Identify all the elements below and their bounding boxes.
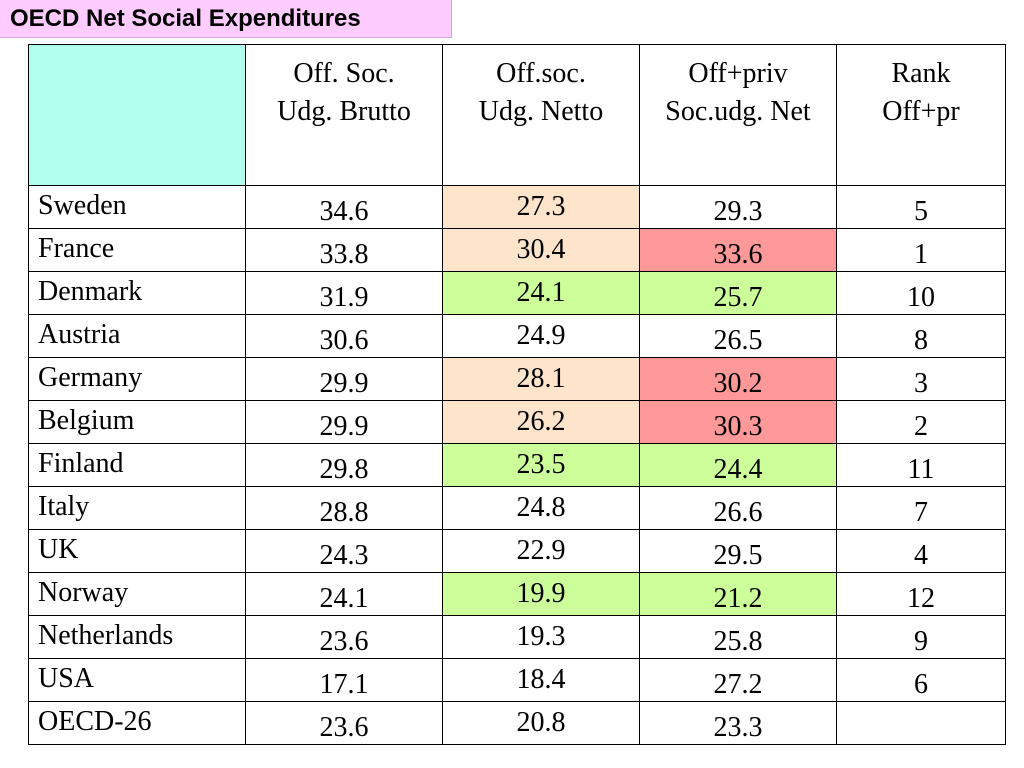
gross-expenditure-cell: 30.6 [245, 314, 443, 358]
net-total-expenditure-cell: 21.2 [639, 572, 837, 616]
table-row: Belgium 29.9 26.2 30.3 2 [28, 400, 1006, 444]
header-line: Off+priv [688, 58, 788, 89]
net-public-expenditure-cell: 19.3 [442, 615, 640, 659]
rank-cell: 3 [836, 357, 1006, 401]
net-total-expenditure-cell: 26.6 [639, 486, 837, 530]
country-cell: Norway [28, 572, 246, 616]
net-public-expenditure-cell: 20.8 [442, 701, 640, 745]
header-line: Off+pr [882, 95, 960, 127]
net-total-expenditure-cell: 29.5 [639, 529, 837, 573]
rank-cell [836, 701, 1006, 745]
gross-expenditure-cell: 28.8 [245, 486, 443, 530]
header-cell-v2: Off.soc. Udg. Netto [442, 44, 640, 186]
table-row: Italy 28.8 24.8 26.6 7 [28, 486, 1006, 530]
net-public-expenditure-cell: 27.3 [442, 185, 640, 229]
net-public-expenditure-cell: 30.4 [442, 228, 640, 272]
gross-expenditure-cell: 34.6 [245, 185, 443, 229]
gross-expenditure-cell: 31.9 [245, 271, 443, 315]
gross-expenditure-cell: 23.6 [245, 615, 443, 659]
net-public-expenditure-cell: 24.8 [442, 486, 640, 530]
rank-cell: 8 [836, 314, 1006, 358]
header-cell-v1: Off. Soc. Udg. Brutto [245, 44, 443, 186]
table-row: UK 24.3 22.9 29.5 4 [28, 529, 1006, 573]
country-cell: Denmark [28, 271, 246, 315]
gross-expenditure-cell: 33.8 [245, 228, 443, 272]
table-body: Off. Soc. Udg. Brutto Off.soc. Udg. Nett… [28, 44, 1006, 745]
net-total-expenditure-cell: 27.2 [639, 658, 837, 702]
rank-cell: 9 [836, 615, 1006, 659]
table-row: Norway 24.1 19.9 21.2 12 [28, 572, 1006, 616]
country-cell: Netherlands [28, 615, 246, 659]
rank-cell: 2 [836, 400, 1006, 444]
table-row: Germany 29.9 28.1 30.2 3 [28, 357, 1006, 401]
page-title: OECD Net Social Expenditures [10, 5, 361, 32]
net-total-expenditure-cell: 33.6 [639, 228, 837, 272]
country-cell: Austria [28, 314, 246, 358]
country-cell: USA [28, 658, 246, 702]
header-line: Rank [891, 58, 951, 89]
net-public-expenditure-cell: 23.5 [442, 443, 640, 487]
country-cell: Finland [28, 443, 246, 487]
gross-expenditure-cell: 17.1 [245, 658, 443, 702]
net-total-expenditure-cell: 30.2 [639, 357, 837, 401]
net-total-expenditure-cell: 29.3 [639, 185, 837, 229]
table-row: Finland 29.8 23.5 24.4 11 [28, 443, 1006, 487]
header-line: Off.soc. [496, 58, 586, 89]
rank-cell: 12 [836, 572, 1006, 616]
net-public-expenditure-cell: 24.1 [442, 271, 640, 315]
expenditure-table: Off. Soc. Udg. Brutto Off.soc. Udg. Nett… [28, 44, 1006, 745]
rank-cell: 10 [836, 271, 1006, 315]
gross-expenditure-cell: 24.3 [245, 529, 443, 573]
rank-cell: 11 [836, 443, 1006, 487]
net-total-expenditure-cell: 25.8 [639, 615, 837, 659]
table-row: Denmark 31.9 24.1 25.7 10 [28, 271, 1006, 315]
net-total-expenditure-cell: 25.7 [639, 271, 837, 315]
gross-expenditure-cell: 23.6 [245, 701, 443, 745]
header-line: Udg. Netto [478, 95, 604, 127]
table-row: France 33.8 30.4 33.6 1 [28, 228, 1006, 272]
table-row: Austria 30.6 24.9 26.5 8 [28, 314, 1006, 358]
net-total-expenditure-cell: 26.5 [639, 314, 837, 358]
country-cell: Sweden [28, 185, 246, 229]
net-total-expenditure-cell: 30.3 [639, 400, 837, 444]
header-line: Off. Soc. [293, 58, 395, 89]
rank-cell: 7 [836, 486, 1006, 530]
net-public-expenditure-cell: 26.2 [442, 400, 640, 444]
net-public-expenditure-cell: 18.4 [442, 658, 640, 702]
net-total-expenditure-cell: 23.3 [639, 701, 837, 745]
rank-cell: 5 [836, 185, 1006, 229]
country-cell: Belgium [28, 400, 246, 444]
rank-cell: 4 [836, 529, 1006, 573]
header-cell-v3: Off+priv Soc.udg. Net [639, 44, 837, 186]
rank-cell: 6 [836, 658, 1006, 702]
gross-expenditure-cell: 24.1 [245, 572, 443, 616]
rank-cell: 1 [836, 228, 1006, 272]
table-row: USA 17.1 18.4 27.2 6 [28, 658, 1006, 702]
gross-expenditure-cell: 29.8 [245, 443, 443, 487]
header-row: Off. Soc. Udg. Brutto Off.soc. Udg. Nett… [28, 44, 1006, 186]
table-row: Sweden 34.6 27.3 29.3 5 [28, 185, 1006, 229]
header-line: Udg. Brutto [277, 95, 411, 127]
net-public-expenditure-cell: 24.9 [442, 314, 640, 358]
header-cell-v4: Rank Off+pr [836, 44, 1006, 186]
table-row: OECD-26 23.6 20.8 23.3 [28, 701, 1006, 745]
country-cell: Germany [28, 357, 246, 401]
gross-expenditure-cell: 29.9 [245, 357, 443, 401]
country-cell: OECD-26 [28, 701, 246, 745]
corner-cell [28, 44, 246, 186]
net-public-expenditure-cell: 19.9 [442, 572, 640, 616]
country-cell: France [28, 228, 246, 272]
net-public-expenditure-cell: 28.1 [442, 357, 640, 401]
table-row: Netherlands 23.6 19.3 25.8 9 [28, 615, 1006, 659]
net-total-expenditure-cell: 24.4 [639, 443, 837, 487]
net-public-expenditure-cell: 22.9 [442, 529, 640, 573]
country-cell: UK [28, 529, 246, 573]
header-line: Soc.udg. Net [665, 95, 811, 127]
title-banner: OECD Net Social Expenditures [0, 0, 452, 38]
gross-expenditure-cell: 29.9 [245, 400, 443, 444]
country-cell: Italy [28, 486, 246, 530]
